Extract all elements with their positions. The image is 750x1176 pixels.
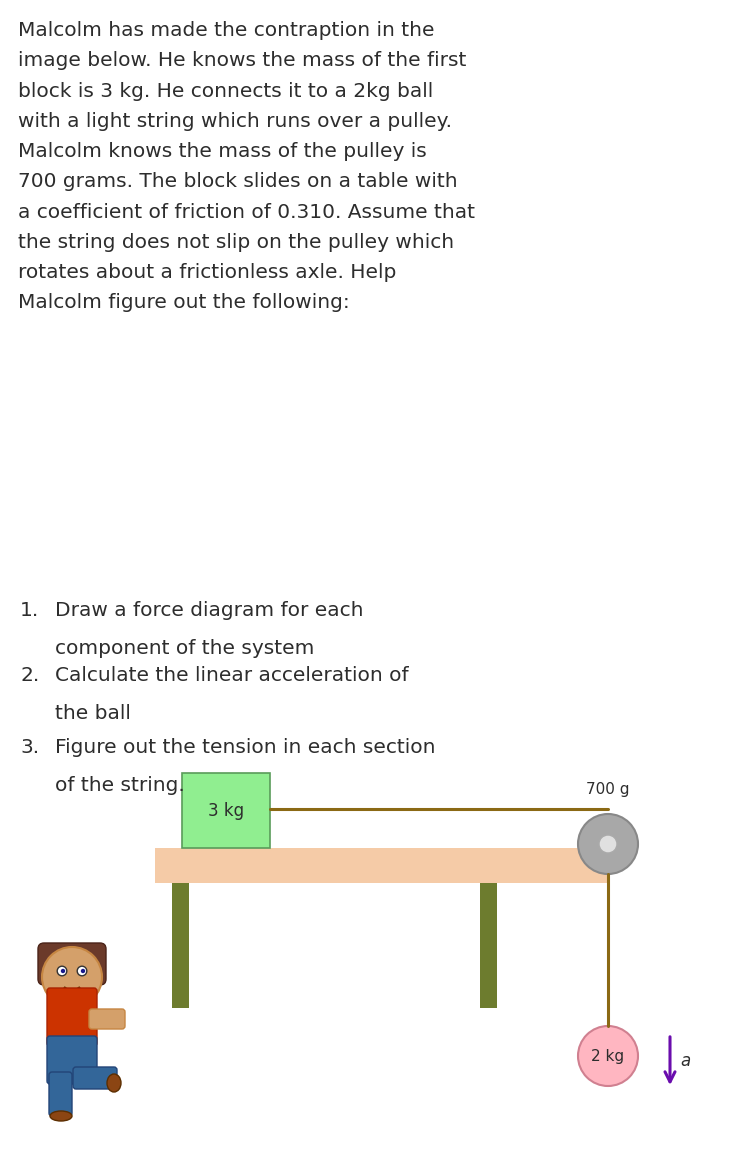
Bar [480, 883, 497, 1008]
Text: a: a [680, 1053, 690, 1070]
FancyBboxPatch shape [89, 1009, 125, 1029]
Circle shape [81, 969, 86, 974]
Circle shape [42, 947, 102, 1007]
Text: of the string.: of the string. [55, 776, 184, 795]
FancyBboxPatch shape [73, 1067, 117, 1089]
FancyBboxPatch shape [47, 1036, 97, 1084]
Text: 700 g: 700 g [586, 782, 630, 797]
Bar [155, 848, 610, 883]
Text: 1.: 1. [20, 601, 39, 620]
Circle shape [578, 814, 638, 874]
FancyBboxPatch shape [49, 1073, 72, 1116]
Text: Figure out the tension in each section: Figure out the tension in each section [55, 739, 436, 757]
Text: the ball: the ball [55, 704, 130, 723]
Text: 3.: 3. [20, 739, 39, 757]
FancyBboxPatch shape [38, 943, 106, 985]
Bar [182, 773, 270, 848]
Text: Calculate the linear acceleration of: Calculate the linear acceleration of [55, 666, 409, 684]
Circle shape [578, 1025, 638, 1085]
Text: Draw a force diagram for each: Draw a force diagram for each [55, 601, 364, 620]
Text: 3 kg: 3 kg [208, 802, 244, 820]
Text: Malcolm has made the contraption in the
image below. He knows the mass of the fi: Malcolm has made the contraption in the … [18, 21, 475, 313]
Text: 2 kg: 2 kg [592, 1049, 625, 1063]
FancyBboxPatch shape [47, 988, 97, 1045]
Circle shape [57, 967, 67, 976]
Circle shape [599, 835, 617, 853]
Ellipse shape [107, 1074, 121, 1093]
Circle shape [77, 967, 87, 976]
Ellipse shape [50, 1111, 72, 1121]
Text: 2.: 2. [20, 666, 39, 684]
Text: component of the system: component of the system [55, 639, 314, 659]
Bar [172, 883, 189, 1008]
Circle shape [61, 969, 65, 974]
